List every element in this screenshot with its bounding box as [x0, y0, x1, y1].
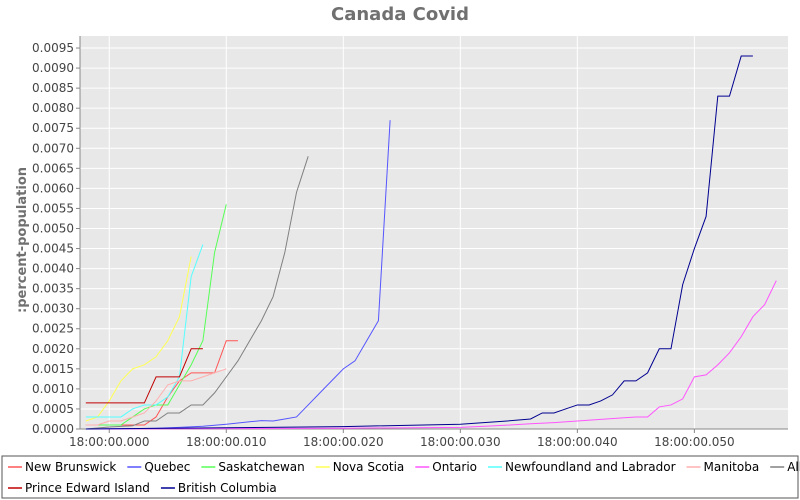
series-line-prince-edward-island — [85, 348, 203, 404]
chart-title: Canada Covid — [331, 4, 469, 25]
plot-background — [80, 36, 788, 429]
x-tick-label: 18:00:00.010 — [186, 435, 267, 449]
series-lines — [85, 55, 777, 430]
y-tick-label: 0.0060 — [32, 181, 74, 195]
y-tick-label: 0.0015 — [32, 362, 74, 376]
x-tick-label: 18:00:00.000 — [69, 435, 150, 449]
series-line-british-columbia — [85, 55, 753, 430]
legend-item-manitoba: Manitoba — [704, 460, 760, 474]
y-tick-label: 0.0020 — [32, 342, 74, 356]
y-tick-label: 0.0050 — [32, 221, 74, 235]
series-line-ontario — [85, 280, 777, 430]
legend-item-prince-edward-island: Prince Edward Island — [25, 481, 150, 495]
x-tick-label: 18:00:00.030 — [420, 435, 501, 449]
y-tick-label: 0.0010 — [32, 382, 74, 396]
series-line-manitoba — [85, 368, 227, 426]
y-tick-label: 0.0065 — [32, 161, 74, 175]
legend-box — [1, 455, 799, 499]
y-tick-label: 0.0045 — [32, 242, 74, 256]
y-axis-label: :percent-population — [15, 167, 30, 313]
series-line-alberta — [85, 156, 309, 430]
series-line-nova-scotia — [85, 256, 192, 422]
y-tick-label: 0.0040 — [32, 262, 74, 276]
y-tick-label: 0.0070 — [32, 141, 74, 155]
y-tick-label: 0.0075 — [32, 121, 74, 135]
x-tick-label: 18:00:00.020 — [303, 435, 384, 449]
x-tick-label: 18:00:00.040 — [537, 435, 618, 449]
legend-item-newfoundland-and-labrador: Newfoundland and Labrador — [505, 460, 676, 474]
legend: New Brunswick Quebec Saskatchewan Nova Scot… — [1, 455, 800, 499]
legend-item-ontario: Ontario — [432, 460, 477, 474]
legend-item-alberta: Alberta — [787, 460, 800, 474]
legend-item-british-columbia: British Columbia — [178, 481, 277, 495]
y-tick-label: 0.0030 — [32, 302, 74, 316]
y-tick-label: 0.0035 — [32, 282, 74, 296]
axes: 0.0000 0.0005 0.0010 0.0015 0.0020 0.0025 0.00… — [32, 36, 788, 449]
y-tick-label: 0.0095 — [32, 41, 74, 55]
grid-lines — [80, 36, 788, 430]
y-tick-label: 0.0055 — [32, 201, 74, 215]
y-tick-label: 0.0025 — [32, 322, 74, 336]
legend-item-quebec: Quebec — [144, 460, 190, 474]
legend-item-saskatchewan: Saskatchewan — [218, 460, 304, 474]
legend-item-nova-scotia: Nova Scotia — [333, 460, 405, 474]
y-tick-label: 0.0000 — [32, 422, 74, 436]
y-tick-label: 0.0085 — [32, 81, 74, 95]
y-tick-label: 0.0005 — [32, 402, 74, 416]
x-tick-label: 18:00:00.050 — [654, 435, 735, 449]
y-tick-label: 0.0090 — [32, 61, 74, 75]
legend-item-new-brunswick: New Brunswick — [25, 460, 116, 474]
series-line-newfoundland-and-labrador — [85, 244, 204, 418]
series-line-quebec — [85, 120, 391, 430]
y-tick-label: 0.0080 — [32, 101, 74, 115]
